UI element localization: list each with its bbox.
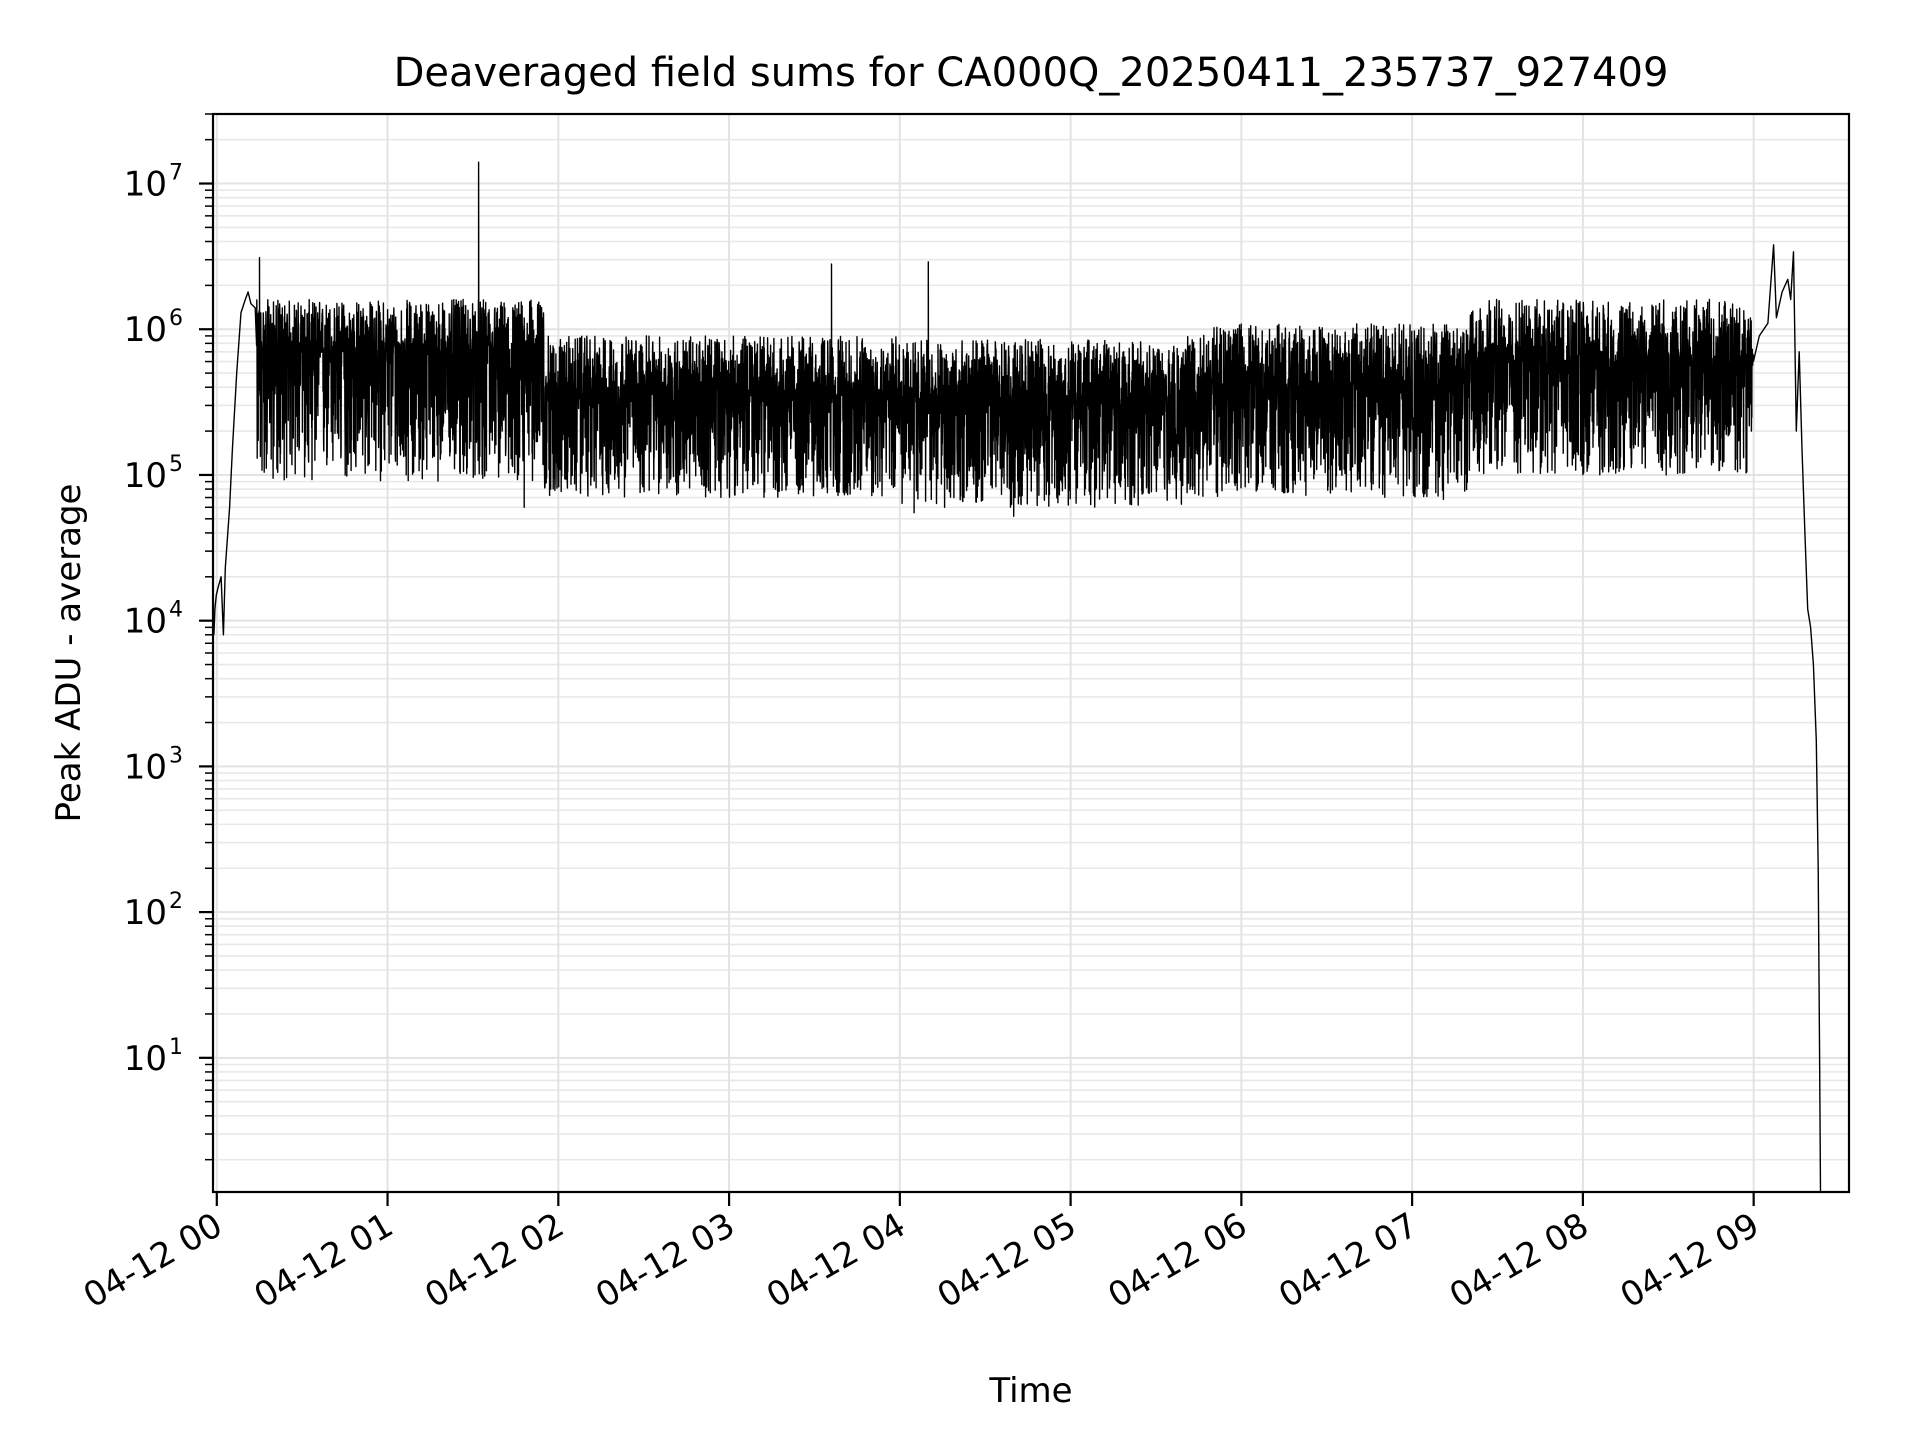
x-tick-label: 04-12 00 [77,1205,229,1316]
y-axis-label: Peak ADU - average [49,484,89,823]
y-tick-exponent: 6 [169,306,183,331]
x-tick-label: 04-12 06 [1101,1205,1253,1316]
y-tick-label: 10 [124,456,167,496]
major-gridlines [213,114,1849,1192]
series-line [213,161,1822,1193]
x-tick-label: 04-12 05 [931,1205,1083,1316]
chart-title: Deaveraged field sums for CA000Q_2025041… [394,50,1669,96]
y-tick-exponent: 4 [169,598,183,623]
x-tick-label: 04-12 07 [1272,1205,1424,1316]
y-tick-label: 10 [124,893,167,933]
y-tick-label: 10 [124,602,167,642]
x-tick-label: 04-12 02 [418,1205,570,1316]
minor-gridlines [213,113,1849,1161]
y-tick-label: 10 [124,1039,167,1079]
x-tick-label: 04-12 04 [760,1205,912,1316]
y-tick-exponent: 5 [169,452,183,477]
series-layer [213,161,1822,1193]
y-tick-label: 10 [124,165,167,205]
x-tick-label: 04-12 01 [248,1205,400,1316]
y-tick-label: 10 [124,310,167,350]
y-tick-exponent: 3 [169,743,183,768]
x-tick-label: 04-12 08 [1443,1205,1595,1316]
x-tick-label: 04-12 09 [1614,1205,1766,1316]
y-tick-label: 10 [124,747,167,787]
y-tick-exponent: 2 [169,889,183,914]
y-tick-exponent: 1 [169,1035,183,1060]
x-axis: 04-12 00 04-12 01 04-12 02 04-12 03 04-12 04… [77,1192,1766,1316]
y-tick-exponent: 7 [169,161,183,186]
x-tick-label: 04-12 03 [589,1205,741,1316]
x-axis-label: Time [988,1371,1072,1411]
